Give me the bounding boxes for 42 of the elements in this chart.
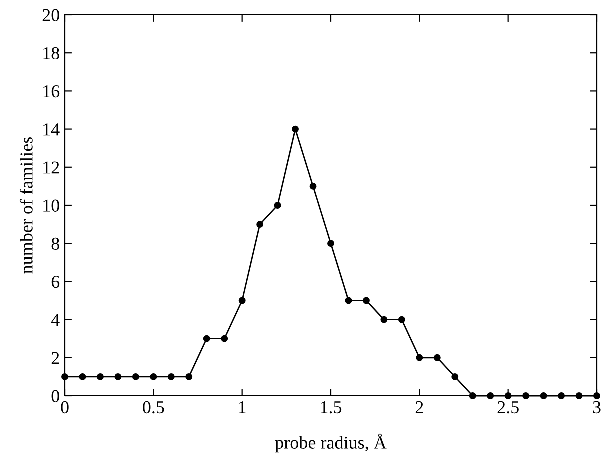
point [186,373,193,380]
x-tick-label: 1 [239,401,246,414]
y-axis-title: number of families [20,137,33,274]
y-tick-label: 6 [52,276,60,288]
point [345,297,352,304]
x-tick-label: 3 [593,401,601,414]
y-tick-label: 20 [42,9,60,22]
y-tick-label: 12 [44,162,60,174]
point [434,354,441,362]
point [362,297,370,304]
y-tick-label: 18 [44,47,60,60]
point [238,297,246,304]
x-axis-title: probe radius, Å [275,434,387,453]
y-tick-label: 16 [44,86,60,98]
point [221,335,228,342]
x-tick-label: 2.5 [498,401,519,414]
y-tick-label: 10 [44,200,60,212]
point [256,221,264,228]
point [292,126,300,133]
x-tick-label: 0 [61,401,69,414]
point [380,316,388,324]
y-tick-label: 14 [44,124,60,136]
point [452,373,459,380]
x-tick-label: 1.5 [321,401,342,414]
point [310,182,317,190]
point [132,373,140,380]
point [150,373,158,380]
y-tick-label: 8 [52,238,60,250]
point [398,316,406,324]
point [114,373,122,380]
y-tick-label: 0 [52,390,60,402]
point [168,373,175,380]
x-tick-label: 2 [416,401,424,414]
y-tick-label: 2 [52,352,60,364]
point [96,373,104,380]
x-tick-label: 0.5 [143,401,164,414]
point [416,354,424,362]
y-tick-label: 4 [51,314,60,326]
point [79,373,86,380]
point [203,335,210,342]
point [274,202,282,209]
point [328,240,334,248]
